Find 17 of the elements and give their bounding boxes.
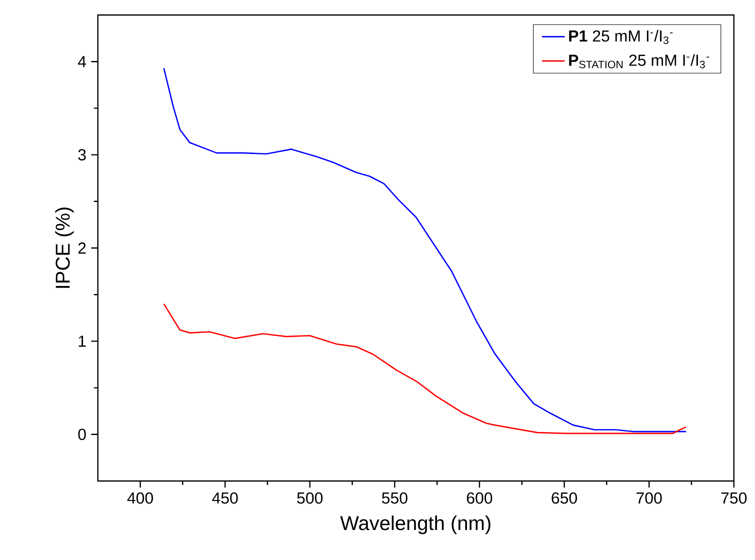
x-axis-title: Wavelength (nm)	[340, 516, 490, 534]
legend-label: P$_{STATION}$ 25 mM I$^{-}$/I$_{3}$-	[569, 54, 710, 68]
x-tick-label: 450	[212, 492, 238, 504]
x-tick-label: 600	[466, 492, 492, 504]
x-tick-label: 750	[721, 492, 747, 504]
y-tick-label: 4	[78, 56, 86, 68]
y-tick-label: 1	[78, 336, 86, 347]
legend-label: P1 25 mM I$^{-}$/I$_{3}$-	[569, 30, 673, 44]
y-tick-label: 0	[78, 428, 86, 440]
y-tick-label: 2	[78, 242, 86, 254]
x-tick-label: 500	[297, 492, 323, 504]
x-tick-label: 650	[552, 492, 578, 504]
y-axis-title: IPCE (%)	[55, 208, 74, 288]
y-tick-label: 3	[78, 149, 86, 160]
x-tick-label: 700	[636, 492, 662, 504]
x-tick-label: 400	[127, 492, 153, 504]
x-tick-label: 550	[382, 492, 408, 504]
